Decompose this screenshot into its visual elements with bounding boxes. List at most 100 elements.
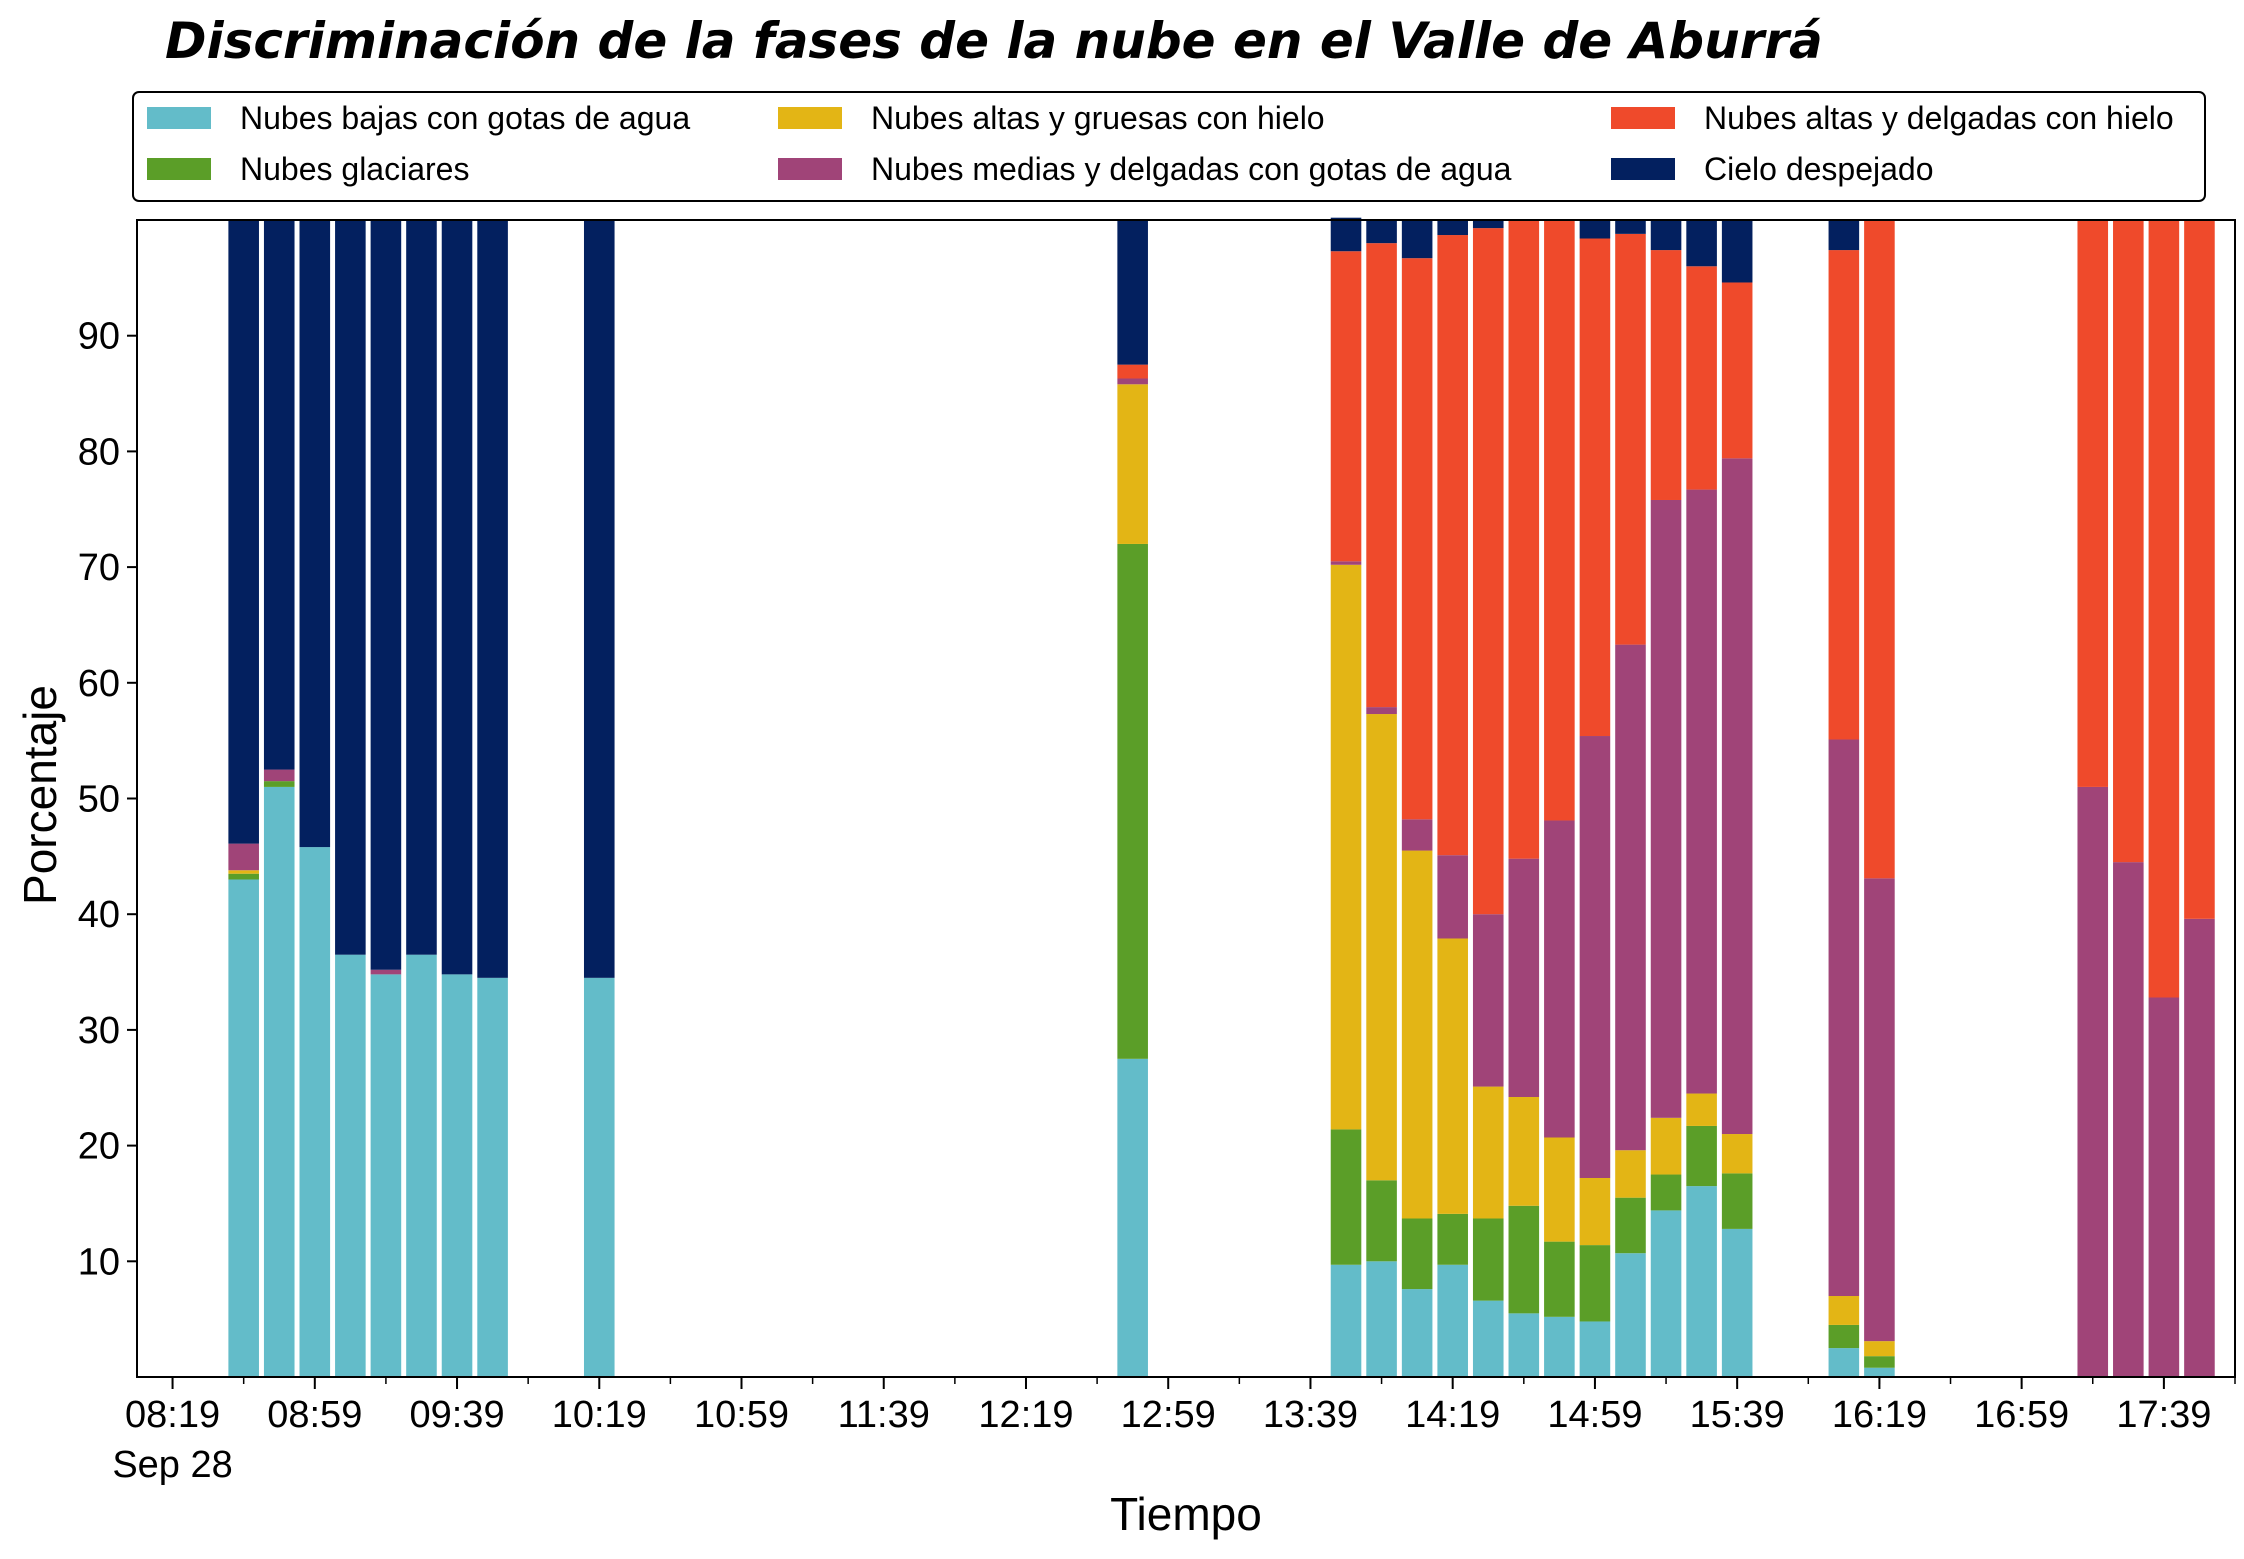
x-tick-label: 12:19 xyxy=(978,1394,1073,1436)
chart-title: Discriminación de la fases de la nube en… xyxy=(165,12,1823,70)
bar-segment xyxy=(1330,1129,1362,1265)
y-axis: 10 20 30 40 50 60 70 80 90 xyxy=(78,316,137,1283)
bar-segment xyxy=(2077,220,2109,787)
y-tick-label: 30 xyxy=(78,1010,120,1052)
bar-segment xyxy=(1472,914,1504,1087)
bar-segment xyxy=(263,781,295,787)
bar-segment xyxy=(370,969,402,975)
bar-segment xyxy=(1579,220,1611,239)
bar-segment xyxy=(1401,850,1433,1219)
bar-segment xyxy=(370,974,402,1377)
bar-segment xyxy=(1472,1300,1504,1377)
bars-group xyxy=(228,217,2215,1377)
y-tick-label: 80 xyxy=(78,431,120,473)
bar-segment xyxy=(1401,1289,1433,1377)
bar-segment xyxy=(1615,233,1646,645)
legend-swatch xyxy=(147,158,211,180)
y-tick-label: 70 xyxy=(78,547,120,589)
legend-swatch xyxy=(778,107,842,129)
y-tick-label: 20 xyxy=(78,1126,120,1168)
legend-label: Nubes bajas con gotas de agua xyxy=(240,100,690,136)
bar-segment xyxy=(441,974,473,1377)
x-tick-label: 16:59 xyxy=(1974,1394,2069,1436)
bar-segment xyxy=(1579,238,1611,737)
y-tick-label: 10 xyxy=(78,1241,120,1283)
bar-segment xyxy=(1544,1137,1575,1242)
bar-segment xyxy=(1686,1186,1717,1377)
bar-segment xyxy=(1650,220,1682,251)
bar-segment xyxy=(1864,1356,1895,1368)
bar-segment xyxy=(441,220,473,975)
bar-segment xyxy=(1544,820,1575,1138)
bar-segment xyxy=(2077,786,2109,1377)
bar-segment xyxy=(1828,1348,1860,1377)
bar-segment xyxy=(1117,220,1148,365)
bar-segment xyxy=(1366,714,1397,1181)
bar-segment xyxy=(228,220,259,844)
x-tick-label: 10:19 xyxy=(552,1394,647,1436)
bar-segment xyxy=(1650,1174,1682,1211)
bar-segment xyxy=(1437,235,1468,856)
legend-swatch xyxy=(778,158,842,180)
bar-segment xyxy=(1828,220,1860,251)
bar-segment xyxy=(228,873,259,880)
bar-segment xyxy=(1721,458,1753,1135)
bar-segment xyxy=(477,977,508,1377)
bar-segment xyxy=(1864,1341,1895,1357)
bar-segment xyxy=(1721,1134,1753,1174)
bar-segment xyxy=(1615,1150,1646,1198)
bar-segment xyxy=(1828,739,1860,1297)
bar-segment xyxy=(1330,1264,1362,1377)
bar-segment xyxy=(1330,561,1362,565)
bar-segment xyxy=(1686,489,1717,1094)
plot-area: 10 20 30 40 50 60 70 80 90 08:19 Sep 28 08:59 09:39… xyxy=(78,217,2236,1486)
x-tick-label: 15:39 xyxy=(1690,1394,1785,1436)
bar-segment xyxy=(1401,220,1433,259)
x-tick-label: 17:39 xyxy=(2116,1394,2211,1436)
legend-label: Nubes medias y delgadas con gotas de agu… xyxy=(871,151,1512,187)
bar-segment xyxy=(2113,220,2144,863)
x-tick-label: 11:39 xyxy=(838,1394,930,1436)
legend-label: Nubes altas y delgadas con hielo xyxy=(1704,100,2174,136)
bar-segment xyxy=(263,220,295,770)
bar-segment xyxy=(1508,1205,1540,1314)
bar-segment xyxy=(1721,282,1753,459)
y-tick-label: 40 xyxy=(78,894,120,936)
bar-segment xyxy=(1437,855,1468,939)
bar-segment xyxy=(263,769,295,782)
bar-segment xyxy=(1472,220,1504,229)
bar-segment xyxy=(1401,819,1433,851)
bar-segment xyxy=(2184,918,2215,1377)
bar-segment xyxy=(1650,499,1682,1118)
bar-segment xyxy=(2148,220,2180,998)
bar-segment xyxy=(1544,1241,1575,1317)
bar-segment xyxy=(1864,1367,1895,1377)
bar-segment xyxy=(1366,220,1397,244)
bar-segment xyxy=(1579,1178,1611,1246)
bar-segment xyxy=(477,220,508,978)
bar-segment xyxy=(263,786,295,1377)
bar-segment xyxy=(1508,1097,1540,1206)
bar-segment xyxy=(1366,1261,1397,1377)
bar-segment xyxy=(1437,220,1468,236)
bar-segment xyxy=(2184,220,2215,919)
y-tick-label: 90 xyxy=(78,316,120,358)
x-axis: 08:19 Sep 28 08:59 09:39 10:19 10:59 11:39 12:1… xyxy=(112,1377,2236,1486)
bar-segment xyxy=(1721,1228,1753,1377)
bar-segment xyxy=(1686,266,1717,490)
bar-segment xyxy=(1828,1324,1860,1349)
bar-segment xyxy=(583,220,615,978)
legend-label: Nubes glaciares xyxy=(240,151,469,187)
bar-segment xyxy=(1366,1180,1397,1262)
bar-segment xyxy=(1579,736,1611,1178)
bar-segment xyxy=(1472,1086,1504,1219)
bar-segment xyxy=(1686,1125,1717,1187)
bar-segment xyxy=(1508,1313,1540,1377)
bar-segment xyxy=(1721,220,1753,283)
bar-segment xyxy=(1721,1173,1753,1229)
x-tick-sublabel: Sep 28 xyxy=(112,1444,232,1486)
x-axis-label: Tiempo xyxy=(1110,1488,1262,1540)
legend-frame xyxy=(132,91,2206,202)
bar-segment xyxy=(1615,1197,1646,1254)
bar-segment xyxy=(228,879,259,1377)
